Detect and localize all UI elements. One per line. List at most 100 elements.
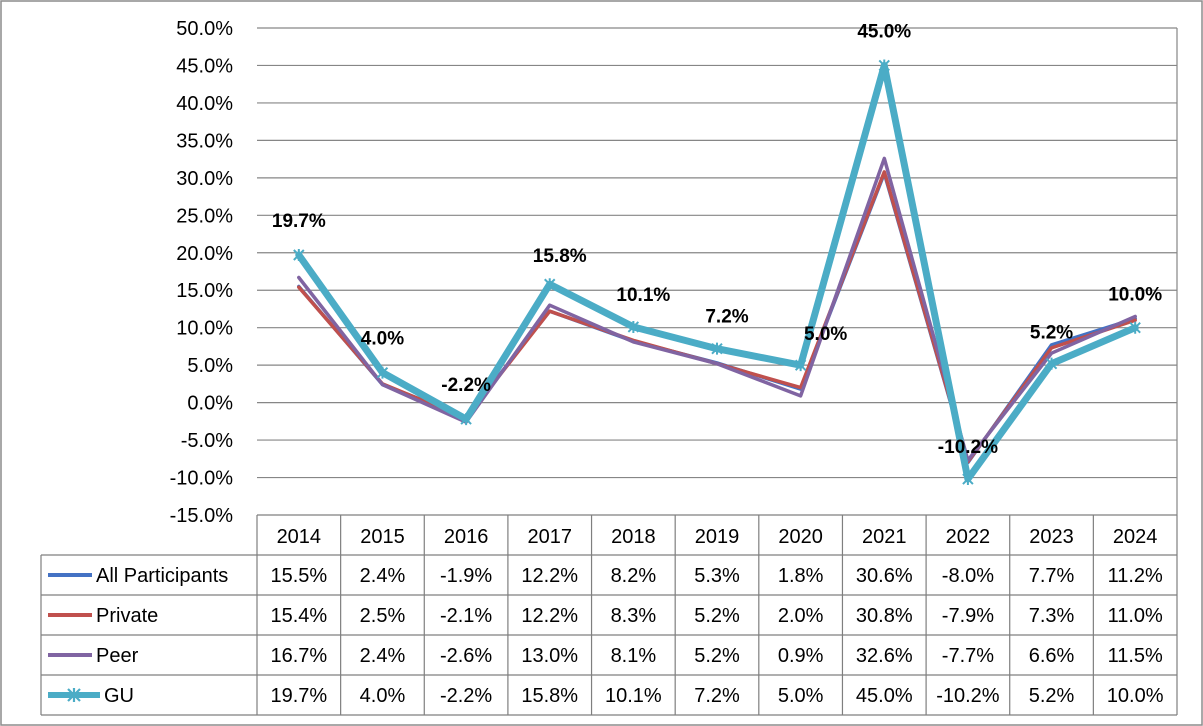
table-cell-value: 19.7% [270, 685, 327, 707]
data-label: 15.8% [533, 246, 587, 267]
x-category-label: 2023 [1029, 526, 1074, 548]
x-category-label: 2014 [277, 526, 322, 548]
y-tick-label: 45.0% [176, 55, 233, 77]
table-cell-value: 2.4% [360, 565, 406, 587]
y-tick-label: -15.0% [170, 505, 234, 527]
table-cell-value: 5.3% [694, 565, 740, 587]
table-cell-value: 10.0% [1107, 685, 1164, 707]
table-cell-value: 11.0% [1108, 605, 1163, 627]
table-cell-value: -1.9% [440, 565, 492, 587]
y-tick-label: 40.0% [176, 93, 233, 115]
x-category-label: 2016 [444, 526, 489, 548]
table-cell-value: 7.2% [694, 685, 740, 707]
y-tick-label: -5.0% [181, 430, 233, 452]
x-category-label: 2024 [1113, 526, 1158, 548]
data-label: 45.0% [857, 21, 911, 42]
data-point-marker [293, 249, 305, 262]
table-cell-value: 0.9% [778, 645, 824, 667]
table-cell-value: 2.4% [360, 645, 406, 667]
data-point-marker [544, 278, 556, 291]
table-cell-value: 12.2% [521, 605, 578, 627]
x-category-label: 2019 [695, 526, 740, 548]
table-cell-value: 5.0% [778, 685, 824, 707]
table-cell-value: 45.0% [856, 685, 913, 707]
table-cell-value: 6.6% [1029, 645, 1075, 667]
table-cell-value: 32.6% [856, 645, 913, 667]
data-label: -10.2% [938, 437, 998, 458]
table-cell-value: 15.5% [270, 565, 327, 587]
y-tick-label: 5.0% [187, 355, 233, 377]
table-cell-value: 11.5% [1108, 645, 1163, 667]
data-table: 2014 2015 2016 2017 2018 2019 2020 2021 2022 2023… [40, 514, 1178, 716]
x-category-label: 2022 [946, 526, 991, 548]
table-cell-value: 8.3% [611, 605, 657, 627]
data-label: 4.0% [361, 329, 404, 350]
x-category-label: 2021 [862, 526, 907, 548]
legend-label: Private [96, 605, 158, 627]
data-label: 19.7% [272, 211, 326, 232]
table-cell-value: 15.4% [270, 605, 327, 627]
y-tick-label: 10.0% [176, 318, 233, 340]
table-cell-value: 5.2% [694, 645, 740, 667]
table-cell-value: -2.6% [440, 645, 492, 667]
gridlines [257, 27, 1178, 515]
y-axis-ticks: -15.0% -10.0% -5.0% 0.0% 5.0% 10.0% 15.0% 20.0%… [170, 18, 234, 527]
y-tick-label: 25.0% [176, 205, 233, 227]
table-cell-value: 7.3% [1029, 605, 1075, 627]
table-cell-value: 15.8% [521, 685, 578, 707]
legend-label: Peer [96, 645, 139, 667]
data-label: 7.2% [705, 307, 748, 328]
data-point-marker [1045, 357, 1058, 370]
table-cell-value: -7.7% [942, 645, 994, 667]
series-line [297, 156, 1137, 463]
table-cell-value: 5.2% [694, 605, 740, 627]
data-labels: 19.7% 4.0% -2.2% 15.8% 10.1% 7.2% 5.0% 45.0% -10… [272, 21, 1162, 458]
table-cell-value: 2.0% [778, 605, 824, 627]
table-cell-value: 1.8% [778, 565, 824, 587]
table-cell-value: 16.7% [270, 645, 327, 667]
x-category-label: 2020 [778, 526, 823, 548]
data-label: 10.1% [616, 285, 670, 306]
data-point-marker [878, 59, 890, 72]
table-cell-value: -10.2% [936, 685, 1000, 707]
y-tick-label: -10.0% [170, 468, 234, 490]
data-label: 10.0% [1108, 285, 1162, 306]
y-tick-label: 15.0% [176, 280, 233, 302]
table-cell-value: 5.2% [1029, 685, 1075, 707]
table-cell-value: 2.5% [360, 605, 406, 627]
y-tick-label: 20.0% [176, 243, 233, 265]
legend-key-marker [67, 688, 81, 702]
data-point-marker [460, 413, 472, 426]
table-cell-value: 30.8% [856, 605, 913, 627]
data-point-marker [794, 359, 807, 372]
y-tick-label: 0.0% [187, 393, 233, 415]
data-point-marker [376, 366, 389, 379]
table-cell-value: 7.7% [1029, 565, 1075, 587]
data-label: -2.2% [441, 375, 491, 396]
data-point-marker [962, 473, 974, 486]
data-point-marker [711, 342, 723, 355]
table-cell-value: 13.0% [521, 645, 578, 667]
table-cell-value: 12.2% [521, 565, 578, 587]
table-cell-value: 4.0% [360, 685, 406, 707]
table-cell-value: 30.6% [856, 565, 913, 587]
table-cell-value: -2.1% [440, 605, 492, 627]
x-category-label: 2017 [527, 526, 572, 548]
table-cell-value: 10.1% [605, 685, 662, 707]
x-category-label: 2015 [360, 526, 405, 548]
y-tick-label: 35.0% [176, 130, 233, 152]
y-tick-label: 30.0% [176, 168, 233, 190]
data-label: 5.2% [1030, 323, 1073, 344]
table-cell-value: -8.0% [942, 565, 994, 587]
legend-label: All Participants [96, 565, 228, 587]
y-tick-label: 50.0% [176, 18, 233, 40]
legend-label: GU [104, 685, 134, 707]
series-lines [293, 59, 1141, 486]
x-category-label: 2018 [611, 526, 656, 548]
table-cell-value: -2.2% [440, 685, 492, 707]
table-cell-value: 11.2% [1108, 565, 1163, 587]
data-point-marker [1129, 321, 1141, 334]
table-cell-value: -7.9% [942, 605, 994, 627]
